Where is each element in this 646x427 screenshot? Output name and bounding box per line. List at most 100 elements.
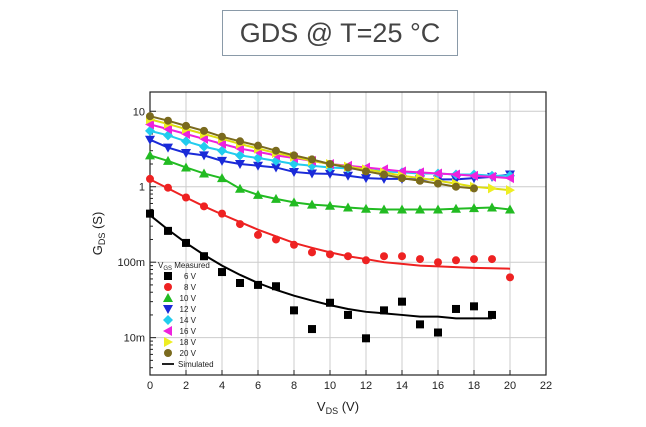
x-tick-label: 10 xyxy=(324,380,336,392)
legend-header-part: Measured xyxy=(172,261,210,270)
data-point xyxy=(235,143,244,154)
data-point xyxy=(506,273,514,282)
x-tick-label: 22 xyxy=(540,380,552,392)
x-tick-label: 18 xyxy=(468,380,480,392)
data-point xyxy=(506,185,515,196)
legend-marker xyxy=(163,326,172,336)
data-point xyxy=(146,209,154,218)
data-point xyxy=(470,184,478,193)
data-point xyxy=(217,138,226,149)
data-point xyxy=(272,282,280,291)
data-point xyxy=(326,160,334,169)
data-point xyxy=(469,203,479,213)
data-point xyxy=(398,252,406,261)
chart-title: GDS @ T=25 °C xyxy=(222,10,458,56)
x-tick-label: 8 xyxy=(291,380,297,392)
legend-marker xyxy=(163,315,173,325)
data-point xyxy=(272,235,280,244)
y-label-part: G xyxy=(90,245,105,255)
data-point xyxy=(164,116,172,125)
legend-label: 16 V xyxy=(180,327,197,336)
legend-label: 20 V xyxy=(180,349,197,358)
legend-label: 10 V xyxy=(180,294,197,303)
data-point xyxy=(218,209,226,218)
data-point xyxy=(145,135,155,145)
legend-marker xyxy=(164,283,172,291)
y-tick-label: 100m xyxy=(117,257,145,269)
legend-item: 8 V xyxy=(164,283,197,292)
x-tick-label: 14 xyxy=(396,380,408,392)
legend-label: 18 V xyxy=(180,338,197,347)
y-label-part: (S) xyxy=(90,212,105,233)
data-point xyxy=(451,169,460,180)
data-point xyxy=(379,204,389,214)
series-20v xyxy=(146,112,478,193)
data-point xyxy=(308,248,316,257)
data-point xyxy=(415,204,425,214)
data-point xyxy=(199,133,208,144)
y-tick-label: 10m xyxy=(124,333,145,345)
data-point xyxy=(200,126,208,135)
data-point xyxy=(433,168,442,179)
legend-header-part: V xyxy=(158,261,164,270)
data-point xyxy=(488,255,496,264)
data-point xyxy=(505,204,515,214)
legend-label: 8 V xyxy=(184,283,197,292)
data-point xyxy=(433,204,443,214)
legend-item: 16 V xyxy=(163,326,197,336)
data-point xyxy=(470,302,478,311)
data-point xyxy=(380,252,388,261)
data-point xyxy=(307,199,317,209)
x-label-part: DS xyxy=(326,406,339,416)
legend-marker xyxy=(163,305,173,314)
data-point xyxy=(146,112,154,121)
data-point xyxy=(307,169,317,179)
data-point xyxy=(326,250,334,259)
data-point xyxy=(200,202,208,211)
data-point xyxy=(164,183,172,192)
series-8v xyxy=(146,174,514,282)
x-tick-label: 6 xyxy=(255,380,261,392)
legend-item: 10 V xyxy=(163,293,197,303)
data-point xyxy=(469,170,478,181)
legend-label: 14 V xyxy=(180,316,197,325)
data-point xyxy=(415,167,424,178)
x-tick-label: 16 xyxy=(432,380,444,392)
data-point xyxy=(235,160,245,170)
data-point xyxy=(398,174,406,183)
legend-marker xyxy=(163,293,173,302)
data-point xyxy=(182,193,190,202)
x-tick-label: 12 xyxy=(360,380,372,392)
legend-simulated-label: Simulated xyxy=(178,360,214,369)
data-point xyxy=(325,200,335,210)
data-point xyxy=(217,156,227,166)
data-point xyxy=(434,179,442,188)
data-point xyxy=(343,171,353,181)
legend-header-part: GS xyxy=(163,266,172,272)
data-point xyxy=(434,328,442,337)
data-point xyxy=(344,163,352,172)
data-point xyxy=(290,306,298,315)
data-point xyxy=(343,202,353,212)
data-point xyxy=(199,168,209,178)
legend-item: 14 V xyxy=(163,315,197,325)
data-point xyxy=(488,183,497,194)
data-point xyxy=(362,167,370,176)
data-point xyxy=(325,169,335,179)
data-point xyxy=(289,197,299,207)
legend-item: 20 V xyxy=(164,349,197,358)
data-point xyxy=(416,176,424,185)
data-point xyxy=(487,171,496,182)
legend-marker xyxy=(164,349,172,357)
data-point xyxy=(163,124,172,135)
data-point xyxy=(416,255,424,264)
data-point xyxy=(344,252,352,261)
data-point xyxy=(380,170,388,179)
data-point xyxy=(362,256,370,265)
data-point xyxy=(380,306,388,315)
data-point xyxy=(235,150,245,161)
data-point xyxy=(308,325,316,334)
data-point xyxy=(146,174,154,183)
legend-item: 18 V xyxy=(164,337,197,347)
data-point xyxy=(487,202,497,212)
